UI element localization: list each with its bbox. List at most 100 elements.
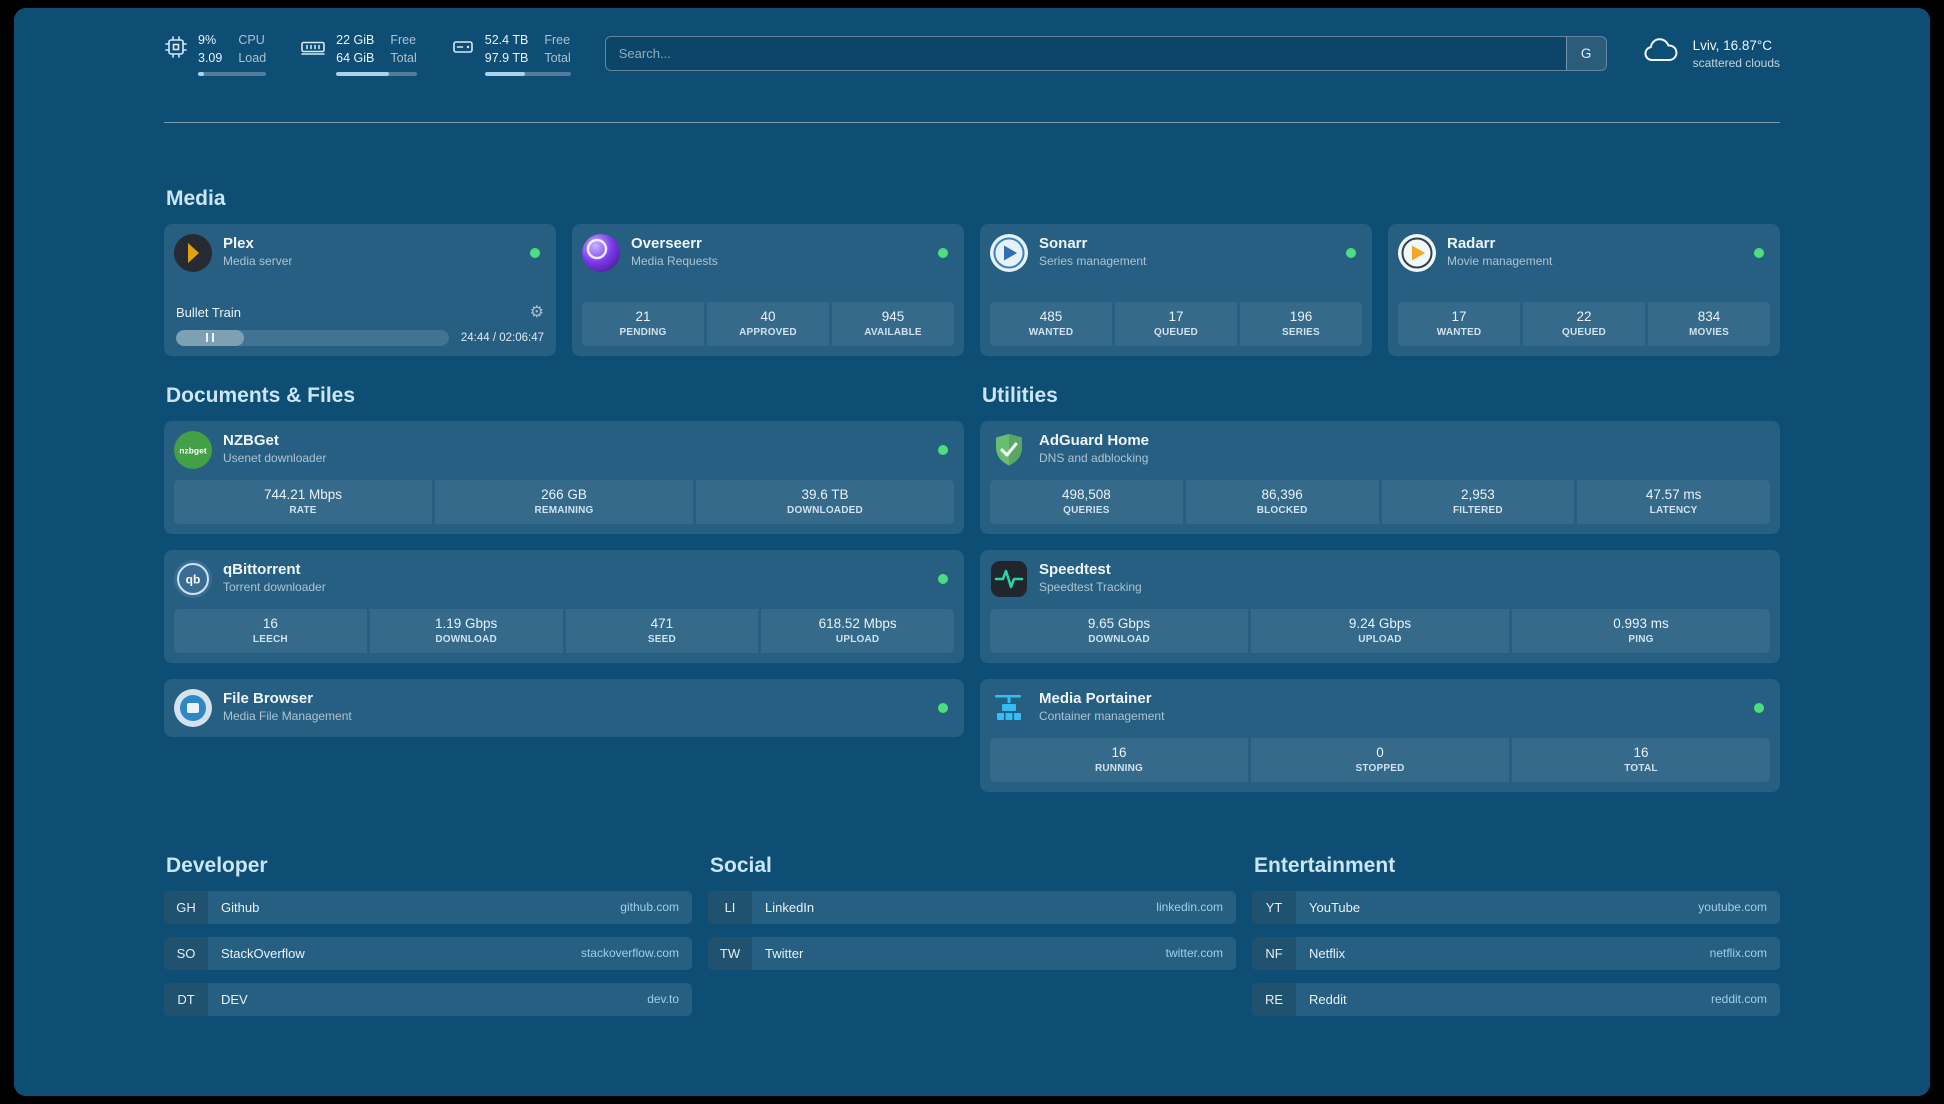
qbittorrent-service-text: qBittorrent Torrent downloader (223, 561, 326, 595)
bookmark-name: LinkedIn (765, 899, 815, 915)
stat-label: LEECH (252, 633, 288, 645)
plex-service-link[interactable]: Plex Media server (174, 233, 546, 272)
bookmark-twitter[interactable]: TW Twitter twitter.com (708, 936, 1236, 970)
bookmark-stackoverflow[interactable]: SO StackOverflow stackoverflow.com (164, 936, 692, 970)
bookmark-netflix[interactable]: NF Netflix netflix.com (1252, 936, 1780, 970)
plex-playback-time: 24:44 / 02:06:47 (460, 331, 544, 344)
speedtest-stats: 9.65 Gbps DOWNLOAD 9.24 Gbps UPLOAD 0.99… (990, 608, 1770, 653)
bookmark-reddit[interactable]: RE Reddit reddit.com (1252, 982, 1780, 1016)
nzbget-service-text: NZBGet Usenet downloader (223, 432, 326, 466)
stat-label: DOWNLOAD (435, 633, 497, 645)
status-dot (938, 573, 948, 584)
stat-rate: 744.21 Mbps RATE (174, 479, 432, 524)
stat-value: 21 (635, 308, 651, 324)
filebrowser-service-link[interactable]: File Browser Media File Management (174, 688, 954, 727)
plex-icon (174, 233, 212, 272)
card-speedtest: Speedtest Speedtest Tracking 9.65 Gbps D… (980, 549, 1780, 663)
bookmark-abbr: GH (164, 890, 208, 924)
nzbget-service-link[interactable]: nzbget NZBGet Usenet downloader (174, 430, 954, 469)
plex-now-playing-widget: Bullet Train ⚙ 24:44 / 02:06:47 (174, 303, 546, 346)
cpu-usage-meter (198, 72, 267, 76)
stat-value: 0 (1376, 744, 1384, 760)
search-input[interactable] (604, 36, 1607, 72)
overseerr-stats: 21 PENDING 40 APPROVED 945 AVAILABLE (582, 301, 954, 346)
disk-widget: 52.4 TB 97.9 TB Free Total (451, 32, 571, 76)
stat-label: SEED (647, 633, 676, 645)
bookmark-url: linkedin.com (1156, 900, 1223, 914)
weather-text: Lviv, 16.87°C scattered clouds (1693, 37, 1780, 71)
qbittorrent-service-link[interactable]: qb qBittorrent Torrent downloader (174, 559, 954, 598)
bookmark-name: Netflix (1309, 945, 1346, 961)
bookmark-youtube[interactable]: YT YouTube youtube.com (1252, 890, 1780, 924)
bookmark-url: github.com (620, 900, 679, 914)
memory-readout: 22 GiB 64 GiB Free Total (336, 32, 417, 76)
bookmark-github[interactable]: GH Github github.com (164, 890, 692, 924)
stat-label: APPROVED (739, 326, 797, 338)
bookmark-url: reddit.com (1710, 992, 1767, 1006)
section-utilities: Utilities AdGuard Home (980, 384, 1780, 792)
stat-label: DOWNLOADED (787, 504, 863, 516)
stat-label: TOTAL (1624, 762, 1658, 774)
stat-queued: 22 QUEUED (1523, 301, 1645, 346)
stat-label: UPLOAD (1358, 633, 1402, 645)
disk-free-label: Free (544, 33, 571, 47)
stat-label: REMAINING (534, 504, 594, 516)
media-grid: Plex Media server Bullet Train ⚙ (164, 223, 1780, 356)
service-subtitle: Series management (1039, 254, 1147, 269)
stat-label: LATENCY (1649, 504, 1698, 516)
search-provider-button[interactable]: G (1565, 37, 1606, 71)
memory-usage-meter (336, 72, 417, 76)
service-name: Plex (223, 235, 254, 253)
portainer-icon (990, 689, 1028, 727)
sonarr-service-link[interactable]: Sonarr Series management (990, 233, 1362, 272)
stat-seed: 471 SEED (565, 608, 759, 653)
stat-pending: 21 PENDING (582, 301, 704, 346)
service-name: Overseerr (631, 235, 702, 253)
nzbget-icon: nzbget (174, 430, 212, 469)
gear-icon[interactable]: ⚙ (529, 303, 544, 321)
service-name: File Browser (223, 690, 314, 708)
overseerr-service-text: Overseerr Media Requests (631, 235, 718, 269)
stat-label: WANTED (1436, 326, 1482, 338)
stat-value: 945 (881, 308, 905, 324)
sonarr-service-text: Sonarr Series management (1039, 235, 1146, 269)
card-filebrowser: File Browser Media File Management (164, 678, 964, 737)
stat-upload: 618.52 Mbps UPLOAD (761, 608, 954, 653)
stat-value: 834 (1697, 308, 1721, 324)
overseerr-service-link[interactable]: Overseerr Media Requests (582, 233, 954, 272)
service-subtitle: Movie management (1447, 254, 1553, 269)
stat-remaining: 266 GB REMAINING (435, 479, 693, 524)
qbittorrent-stats: 16 LEECH 1.19 Gbps DOWNLOAD 471 SEED 6 (174, 608, 954, 653)
stat-label: MOVIES (1688, 326, 1730, 338)
card-sonarr: Sonarr Series management 485 WANTED 17 Q… (980, 223, 1372, 356)
stat-filtered: 2,953 FILTERED (1381, 479, 1575, 524)
adguard-service-link[interactable]: AdGuard Home DNS and adblocking (990, 431, 1770, 469)
cpu-load-value: 3.09 (198, 50, 223, 65)
radarr-service-link[interactable]: Radarr Movie management (1398, 233, 1770, 272)
bookmark-dev[interactable]: DT DEV dev.to (164, 982, 692, 1016)
adguard-stats: 498,508 QUERIES 86,396 BLOCKED 2,953 FIL… (990, 479, 1770, 524)
stat-running: 16 RUNNING (990, 737, 1248, 782)
stat-value: 0.993 ms (1613, 615, 1669, 631)
bookmark-group-developer: Developer GH Github github.com SO StackO… (164, 854, 692, 1029)
status-dot (938, 702, 948, 713)
bookmark-abbr: NF (1252, 936, 1296, 970)
portainer-service-link[interactable]: Media Portainer Container management (990, 689, 1770, 727)
radarr-icon (1398, 233, 1436, 272)
status-dot (938, 247, 948, 258)
speedtest-service-link[interactable]: Speedtest Speedtest Tracking (990, 560, 1770, 598)
stat-blocked: 86,396 BLOCKED (1185, 479, 1379, 524)
stat-approved: 40 APPROVED (707, 301, 829, 346)
stat-label: RATE (289, 504, 317, 516)
bookmark-linkedin[interactable]: LI LinkedIn linkedin.com (708, 890, 1236, 924)
nzbget-icon-label: nzbget (179, 445, 207, 455)
bookmark-url: youtube.com (1698, 900, 1767, 914)
card-overseerr: Overseerr Media Requests 21 PENDING 40 A… (572, 223, 964, 356)
cpu-usage-label: CPU (238, 33, 265, 47)
cpu-icon (164, 35, 188, 64)
pause-icon[interactable] (204, 333, 216, 342)
card-qbittorrent: qb qBittorrent Torrent downloader 16 LEE… (164, 549, 964, 663)
cloud-icon (1641, 36, 1681, 71)
stat-upload: 9.24 Gbps UPLOAD (1251, 608, 1509, 653)
section-title-developer: Developer (166, 853, 268, 877)
